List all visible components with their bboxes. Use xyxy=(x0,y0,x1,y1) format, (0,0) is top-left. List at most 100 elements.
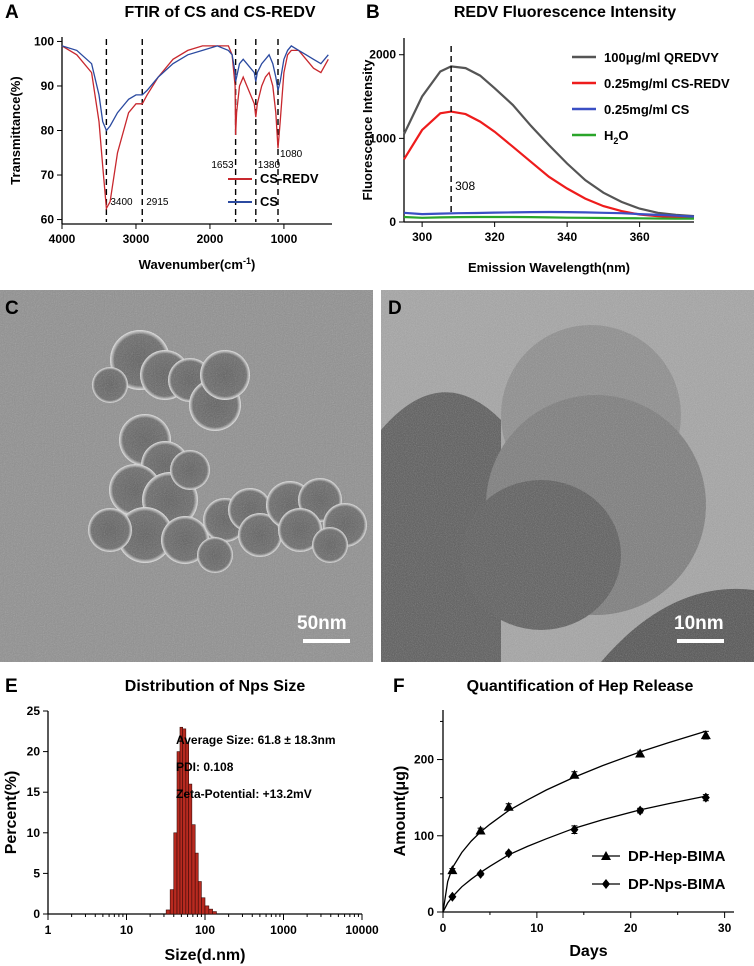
chart-a-ytick-label: 60 xyxy=(41,213,55,227)
chart-b-legend-label: 0.25mg/ml CS-REDV xyxy=(604,76,730,91)
chart-f-point xyxy=(503,801,514,811)
chart-b-ytick-label: 1000 xyxy=(369,131,396,145)
chart-e-bar xyxy=(191,824,196,915)
chart-b-ylabel: Fluorescence Intensity xyxy=(360,59,375,201)
chart-e-annotation: Average Size: 61.8 ± 18.3nm xyxy=(176,733,336,747)
panel-letter-b: B xyxy=(366,2,380,23)
chart-a-peak-label: 1653 xyxy=(211,160,234,171)
chart-a-xtick-label: 1000 xyxy=(271,232,298,246)
chart-f-point xyxy=(570,824,579,835)
chart-e-xlabel: Size(d.nm) xyxy=(165,947,246,964)
chart-e-bar xyxy=(201,897,206,915)
chart-e-bar xyxy=(179,726,184,915)
tem-image-d-picture xyxy=(381,290,754,662)
tem-image-c: 50nm xyxy=(0,290,373,662)
chart-e-ytick-label: 0 xyxy=(33,907,40,921)
chart-f-ytick-label: 100 xyxy=(414,829,434,843)
panel-letter-d: D xyxy=(388,298,402,319)
chart-e-ytick-label: 20 xyxy=(27,745,41,759)
chart-f-point xyxy=(636,805,645,816)
chart-e-bar xyxy=(165,909,171,915)
chart-e-ytick-label: 5 xyxy=(33,866,40,880)
chart-a-xtick-label: 2000 xyxy=(197,232,224,246)
chart-f-legend-label: DP-Hep-BIMA xyxy=(628,848,726,865)
chart-f-point xyxy=(700,730,711,740)
scalebar-label-c: 50nm xyxy=(297,613,347,634)
panel-letter-c: C xyxy=(5,298,19,319)
chart-b-legend-label: 0.25mg/ml CS xyxy=(604,102,690,117)
chart-b-ytick-label: 2000 xyxy=(369,48,396,62)
chart-e-ytick-label: 15 xyxy=(27,785,41,799)
chart-e-bar xyxy=(176,751,181,915)
chart-e-bar xyxy=(169,889,175,915)
chart-e-title: Distribution of Nps Size xyxy=(124,678,306,695)
chart-f-legend-marker xyxy=(602,879,610,889)
chart-a-ytick-label: 70 xyxy=(41,168,55,182)
chart-a-ytick-label: 90 xyxy=(41,79,55,93)
scalebar-c xyxy=(303,639,350,643)
tem-image-d: 10nm xyxy=(381,290,754,662)
chart-f-ytick-label: 200 xyxy=(414,753,434,767)
chart-e-bar xyxy=(212,911,217,915)
chart-a-legend-label: CS-REDV xyxy=(260,171,319,186)
chart-a-peak-label: 1380 xyxy=(258,160,281,171)
chart-f-legend-marker xyxy=(601,851,611,860)
chart-e-annotation: Zeta-Potential: +13.2mV xyxy=(176,787,312,801)
chart-a-series-cs-redv xyxy=(61,45,329,211)
chart-b-series-3 xyxy=(403,215,694,220)
chart-e-xtick-label: 1 xyxy=(45,923,52,937)
chart-a-ytick-label: 100 xyxy=(34,34,54,48)
chart-b-series-2 xyxy=(403,210,695,218)
chart-a-xlabel: Wavenumber(cm-1) xyxy=(139,256,256,272)
chart-e-ytick-label: 10 xyxy=(27,826,41,840)
chart-b-xtick-label: 360 xyxy=(630,230,650,244)
chart-e-ytick-label: 25 xyxy=(27,704,41,718)
chart-b-legend-label: H2O xyxy=(604,128,629,146)
chart-b-peak-label: 308 xyxy=(455,179,475,193)
chart-a-ylabel: Transmittance(%) xyxy=(8,76,23,184)
chart-f-point xyxy=(447,865,458,875)
chart-f-point xyxy=(475,825,486,835)
chart-b-series-0 xyxy=(403,65,695,218)
chart-f-legend-label: DP-Nps-BIMA xyxy=(628,876,726,893)
chart-e-bar xyxy=(173,832,178,915)
chart-e-xtick-label: 1000 xyxy=(270,923,297,937)
chart-b-xtick-label: 340 xyxy=(557,230,577,244)
chart-e-bar xyxy=(204,905,210,915)
chart-f-xtick-label: 0 xyxy=(440,921,447,935)
chart-f-point xyxy=(569,769,580,779)
chart-f-xtick-label: 30 xyxy=(718,921,732,935)
chart-e-xtick-label: 10000 xyxy=(345,923,379,937)
chart-b-series-1 xyxy=(403,110,695,219)
chart-a-peak-label: 1080 xyxy=(280,149,303,160)
chart-e-xtick-label: 100 xyxy=(195,923,215,937)
chart-e-bar xyxy=(188,783,193,915)
chart-f-title: Quantification of Hep Release xyxy=(466,678,694,695)
chart-f-xlabel: Days xyxy=(569,943,607,960)
panel-letter-a: A xyxy=(5,2,19,23)
chart-a-legend-label: CS xyxy=(260,194,278,209)
chart-e-bar xyxy=(194,852,199,915)
panel-letter-f: F xyxy=(393,676,405,697)
chart-f-point xyxy=(701,792,710,803)
chart-b-legend-label: 100μg/ml QREDVY xyxy=(604,50,719,65)
chart-f-xtick-label: 10 xyxy=(530,921,544,935)
chart-b-xtick-label: 300 xyxy=(412,230,432,244)
chart-f-xtick-label: 20 xyxy=(624,921,638,935)
chart-e-bar xyxy=(208,908,213,915)
chart-b-ytick-label: 0 xyxy=(389,215,396,229)
chart-e-annotation: PDI: 0.108 xyxy=(176,760,234,774)
chart-b-xtick-label: 320 xyxy=(485,230,505,244)
chart-a-xtick-label: 4000 xyxy=(49,232,76,246)
chart-f-point xyxy=(504,848,513,859)
chart-a-peak-label: 2915 xyxy=(146,197,169,208)
chart-b-xlabel: Emission Wavelength(nm) xyxy=(468,260,630,275)
chart-e-ylabel: Percent(%) xyxy=(3,771,20,855)
panel-letter-e: E xyxy=(5,676,18,697)
chart-f-point xyxy=(448,891,457,902)
chart-f-point xyxy=(476,868,485,879)
scalebar-label-d: 10nm xyxy=(674,613,724,634)
chart-a-xtick-label: 3000 xyxy=(123,232,150,246)
chart-a-series-cs xyxy=(61,45,329,132)
